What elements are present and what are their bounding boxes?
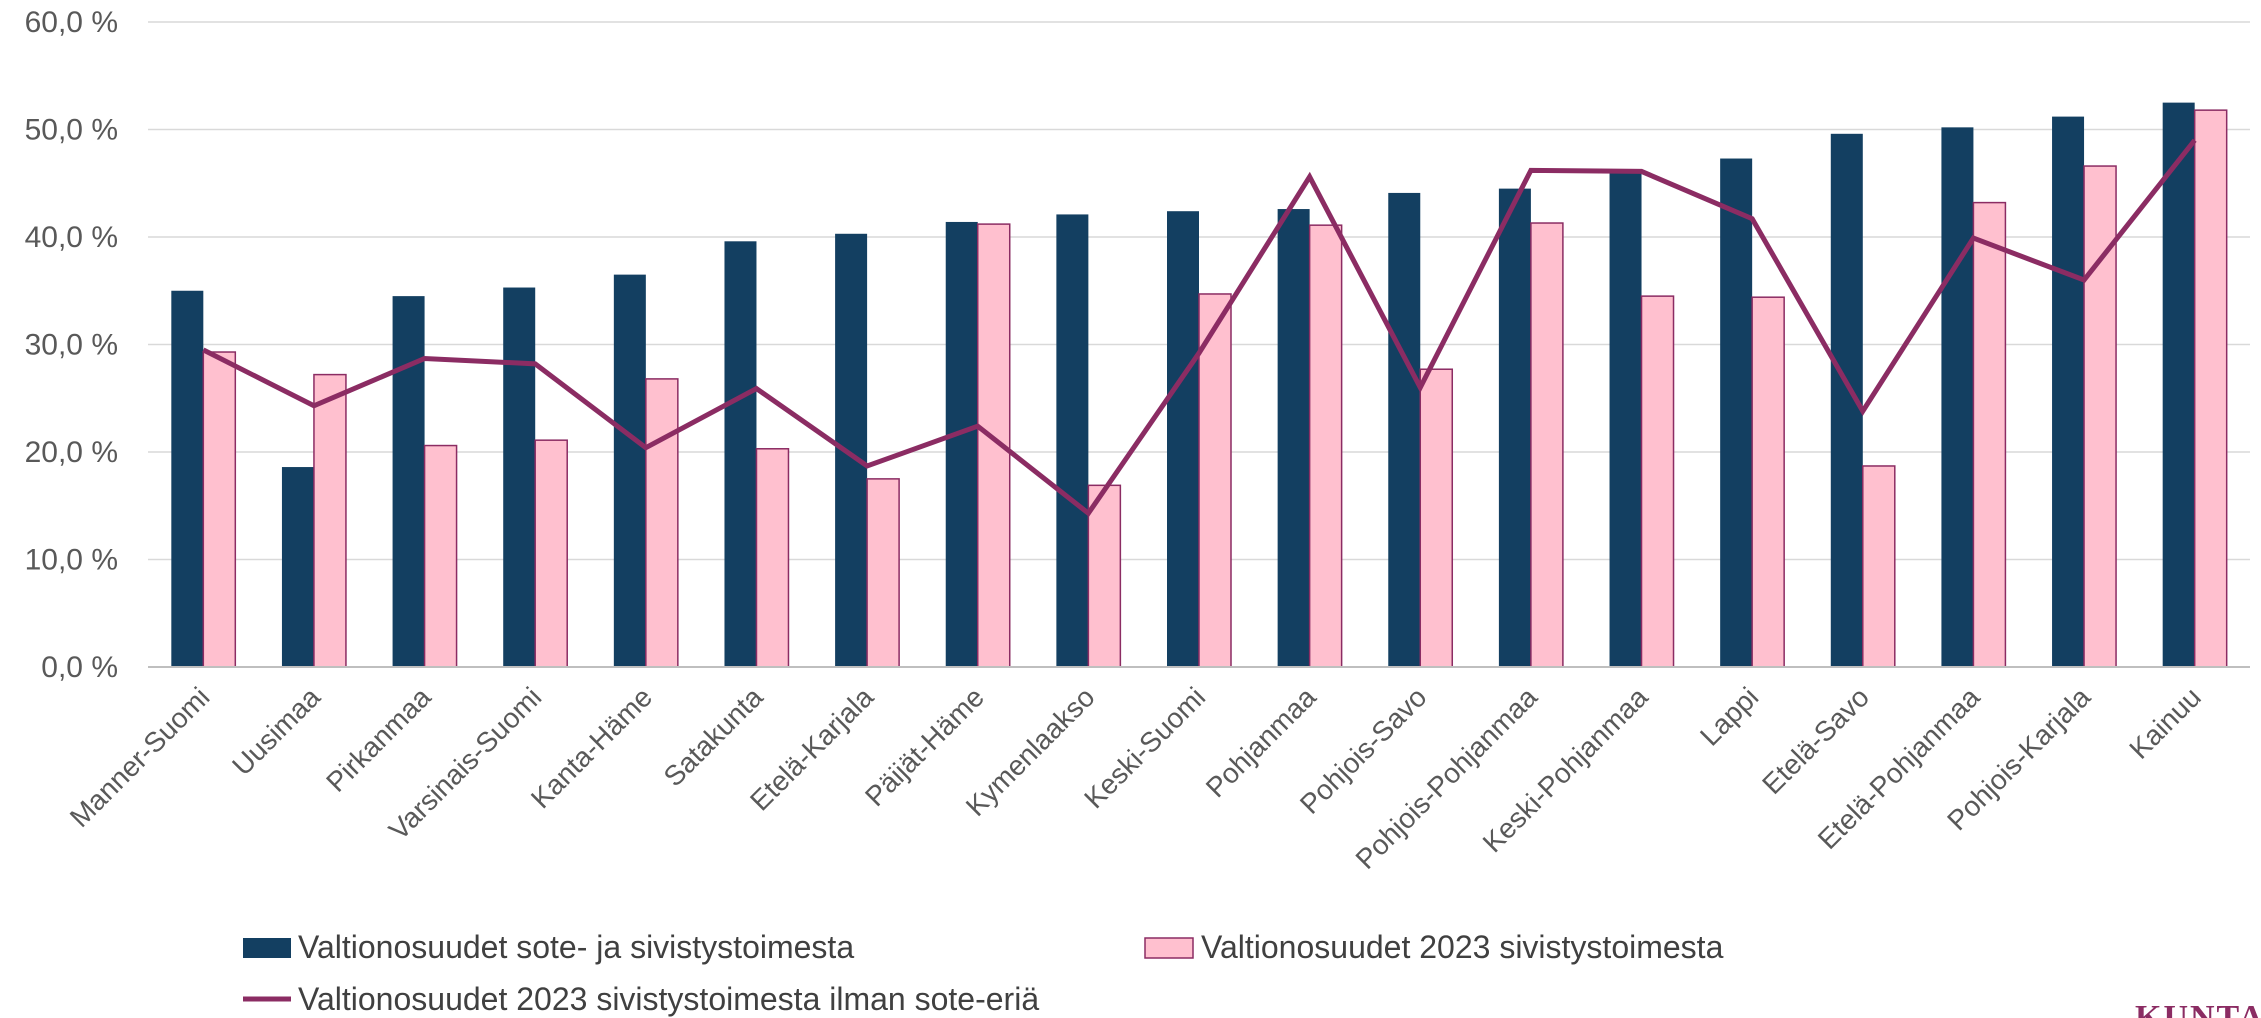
bar-sivistys-2023 [2193, 109, 2228, 668]
bar-sivistys-2023 [202, 351, 237, 668]
bar-sote-sivistys [945, 221, 978, 667]
legend-swatch-sivistys-2023 [1144, 937, 1194, 959]
x-category-label: Lappi [1694, 681, 1764, 751]
bar-sivistys-2023 [1530, 222, 1564, 668]
bar-sote-sivistys [2052, 116, 2085, 668]
bar-sote-sivistys [281, 467, 314, 667]
y-tick-label: 30,0 % [25, 329, 118, 362]
bar-sote-sivistys [613, 274, 646, 667]
bar-sivistys-2023 [534, 439, 568, 668]
legend-swatch-sote-sivistys [243, 938, 291, 958]
y-axis-tick-labels: 0,0 % 10,0 % 20,0 % 30,0 % 40,0 % 50,0 % 60,0 … [25, 6, 118, 684]
y-tick-label: 20,0 % [25, 436, 118, 469]
bar-sivistys-2023 [1640, 295, 1675, 668]
bar-sivistys-2023 [1751, 296, 1785, 668]
bar-sivistys-2023 [866, 478, 900, 668]
bar-sote-sivistys [1167, 211, 1199, 667]
bar-sote-sivistys [503, 287, 536, 667]
bar-sote-sivistys [1498, 188, 1531, 667]
bar-sote-sivistys [1388, 192, 1421, 668]
x-category-label: Etelä-Savo [1756, 681, 1875, 800]
bar-sivistys-2023 [313, 373, 347, 668]
bar-sote-sivistys [835, 233, 868, 667]
bar-sote-sivistys [1277, 209, 1310, 668]
bar-sote-sivistys [171, 290, 204, 667]
watermark-logo: KUNTA [2135, 999, 2261, 1018]
bar-sote-sivistys [1941, 127, 1974, 668]
line-sivistys-ilman-sote [202, 138, 2197, 517]
legend-label-sivistys-2023: Valtionosuudet 2023 sivistystoimesta [1201, 929, 1724, 965]
bar-sote-sivistys [392, 296, 425, 667]
x-category-label: Satakunta [658, 681, 769, 792]
y-tick-label: 10,0 % [25, 544, 118, 577]
bar-sivistys-2023 [645, 378, 679, 668]
y-tick-label: 50,0 % [25, 114, 118, 147]
x-category-label: Manner-Suomi [64, 681, 216, 833]
bar-sivistys-2023 [1308, 224, 1343, 668]
line-series [202, 138, 2197, 517]
bar-sote-sivistys [1609, 172, 1642, 667]
x-category-label: Pohjanmaa [1200, 681, 1322, 803]
y-tick-label: 40,0 % [25, 221, 118, 254]
x-category-label: Pohjois-Pohjanmaa [1350, 681, 1544, 875]
bar-sivistys-2023 [1087, 484, 1122, 668]
bar-sivistys-2023 [1419, 368, 1454, 668]
y-tick-label: 0,0 % [41, 651, 118, 684]
bar-sote-sivistys [1720, 158, 1753, 667]
bar-sivistys-2023 [1862, 465, 1896, 668]
bar-sote-sivistys [1056, 214, 1089, 668]
y-tick-label: 60,0 % [25, 6, 118, 39]
x-axis-category-labels: Manner-Suomi UusimaaPirkanmaaVarsinais-Su… [64, 681, 2207, 875]
bars [171, 102, 2228, 668]
x-category-label: Uusimaa [226, 681, 326, 781]
legend-label-ilman-sote: Valtionosuudet 2023 sivistystoimesta ilm… [298, 981, 1039, 1017]
legend-label-sote-sivistys: Valtionosuudet sote- ja sivistystoimesta [298, 929, 854, 965]
x-category-label: Kainuu [2123, 681, 2207, 765]
bar-sivistys-2023 [755, 448, 790, 668]
legend: Valtionosuudet sote- ja sivistystoimesta… [243, 929, 1724, 1017]
bar-sivistys-2023 [1972, 201, 2007, 668]
bar-sote-sivistys [724, 241, 757, 668]
bar-sote-sivistys [2162, 102, 2195, 667]
x-category-label: Pirkanmaa [320, 681, 437, 798]
bar-sivistys-2023 [2083, 165, 2117, 668]
bar-sivistys-2023 [423, 444, 458, 668]
